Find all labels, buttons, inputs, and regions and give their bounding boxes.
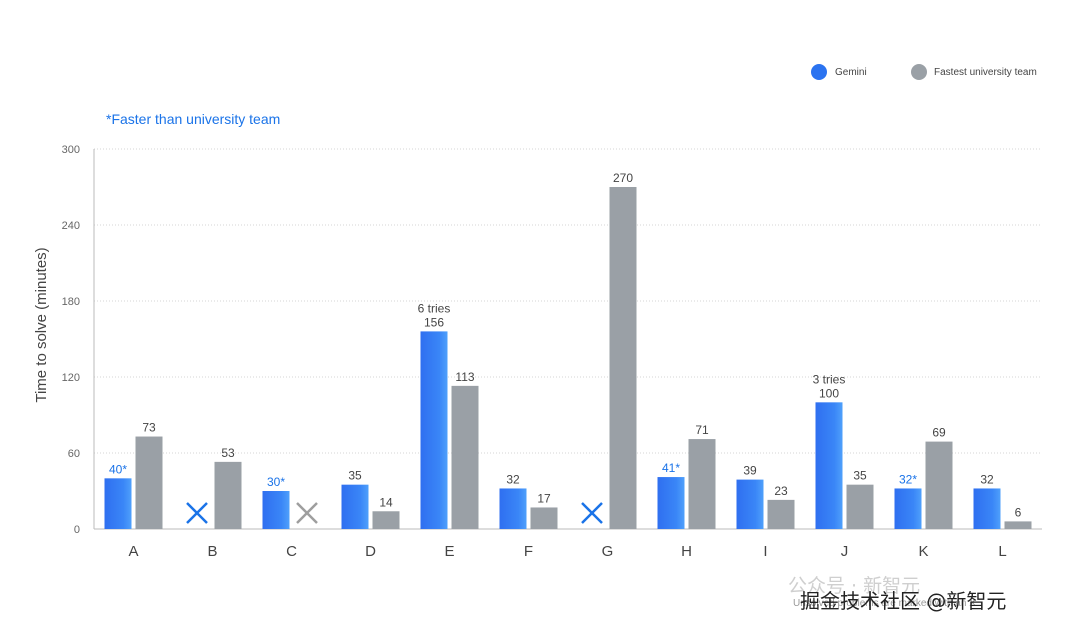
y-tick-label: 120	[62, 372, 80, 384]
bar-university	[846, 484, 874, 529]
bar-gemini	[736, 479, 764, 529]
legend-swatch-university	[911, 64, 927, 80]
bar-annotation: 6 tries	[418, 301, 451, 315]
bar-university	[214, 461, 242, 529]
data-label-university: 73	[142, 421, 156, 435]
data-label-university: 69	[932, 426, 946, 440]
data-label-gemini: 32	[506, 472, 520, 486]
x-tick-label: I	[763, 543, 767, 560]
x-tick-label: A	[128, 543, 138, 560]
bar-gemini	[341, 484, 369, 529]
data-label-gemini: 100	[819, 386, 839, 400]
legend: Gemini Fastest university team	[811, 64, 1037, 80]
data-label-university: 53	[221, 446, 235, 460]
bar-gemini	[499, 488, 527, 529]
x-tick-label: H	[681, 543, 692, 560]
footer-note: Unsolved problems are marked with an X	[793, 598, 976, 609]
x-tick-label: B	[207, 543, 217, 560]
bar-gemini	[262, 491, 290, 529]
axes: 0 60 120 180 240 300 A B C D E F G H I J K L	[62, 144, 1042, 560]
y-axis-label: Time to solve (minutes)	[33, 247, 50, 402]
y-tick-label: 180	[62, 296, 80, 308]
bar-university	[530, 507, 558, 529]
data-label-gemini: 39	[743, 464, 757, 478]
bar-university	[451, 385, 479, 529]
data-label-university: 17	[537, 491, 551, 505]
data-label-gemini: 32	[980, 472, 994, 486]
bar-gemini	[894, 488, 922, 529]
data-label-gemini: 40*	[109, 462, 127, 476]
bar-gemini	[973, 488, 1001, 529]
grid	[94, 148, 1042, 454]
x-tick-label: F	[524, 543, 533, 560]
data-label-gemini: 32*	[899, 472, 917, 486]
data-label-gemini: 35	[348, 469, 362, 483]
bar-gemini	[657, 477, 685, 529]
legend-label-gemini: Gemini	[835, 67, 867, 78]
y-tick-label: 240	[62, 220, 80, 232]
data-label-university: 270	[613, 171, 633, 185]
x-tick-label: L	[998, 543, 1006, 560]
data-label-university: 35	[853, 469, 867, 483]
data-label-gemini: 30*	[267, 475, 285, 489]
bar-university	[767, 499, 795, 529]
x-tick-label: D	[365, 543, 376, 560]
y-tick-label: 0	[74, 524, 80, 536]
y-tick-label: 60	[68, 448, 80, 460]
data-label-university: 14	[379, 495, 393, 509]
bars	[104, 187, 1032, 529]
bar-university	[1004, 521, 1032, 529]
bar-annotation: 3 tries	[813, 372, 846, 386]
data-label-university: 71	[695, 423, 709, 437]
data-label-gemini: 41*	[662, 461, 680, 475]
bar-university	[609, 187, 637, 529]
x-tick-label: C	[286, 543, 297, 560]
overlay-watermark: 掘金技术社区 @新智元	[800, 589, 1006, 613]
bar-university	[372, 511, 400, 529]
bar-university	[925, 441, 953, 529]
x-tick-label: K	[918, 543, 928, 560]
wechat-watermark: 公众号 · 新智元	[788, 575, 920, 597]
gemini-unsolved-marker	[186, 502, 208, 524]
bar-gemini	[104, 478, 132, 529]
data-label-gemini: 156	[424, 315, 444, 329]
legend-label-university: Fastest university team	[934, 67, 1037, 78]
watermark: Unsolved problems are marked with an X 公…	[788, 575, 1006, 613]
x-tick-label: E	[444, 543, 454, 560]
university-unsolved-marker	[296, 502, 318, 524]
bar-university	[135, 436, 163, 529]
data-label-university: 23	[774, 484, 788, 498]
bar-gemini	[815, 402, 843, 529]
x-tick-label: J	[841, 543, 849, 560]
bar-university	[688, 439, 716, 529]
bar-gemini	[420, 331, 448, 529]
gemini-unsolved-marker	[581, 502, 603, 524]
x-tick-label: G	[602, 543, 614, 560]
data-label-university: 113	[455, 370, 474, 384]
y-tick-label: 300	[62, 144, 80, 156]
data-label-university: 6	[1015, 505, 1022, 519]
faster-note: *Faster than university team	[106, 111, 280, 127]
legend-swatch-gemini	[811, 64, 827, 80]
